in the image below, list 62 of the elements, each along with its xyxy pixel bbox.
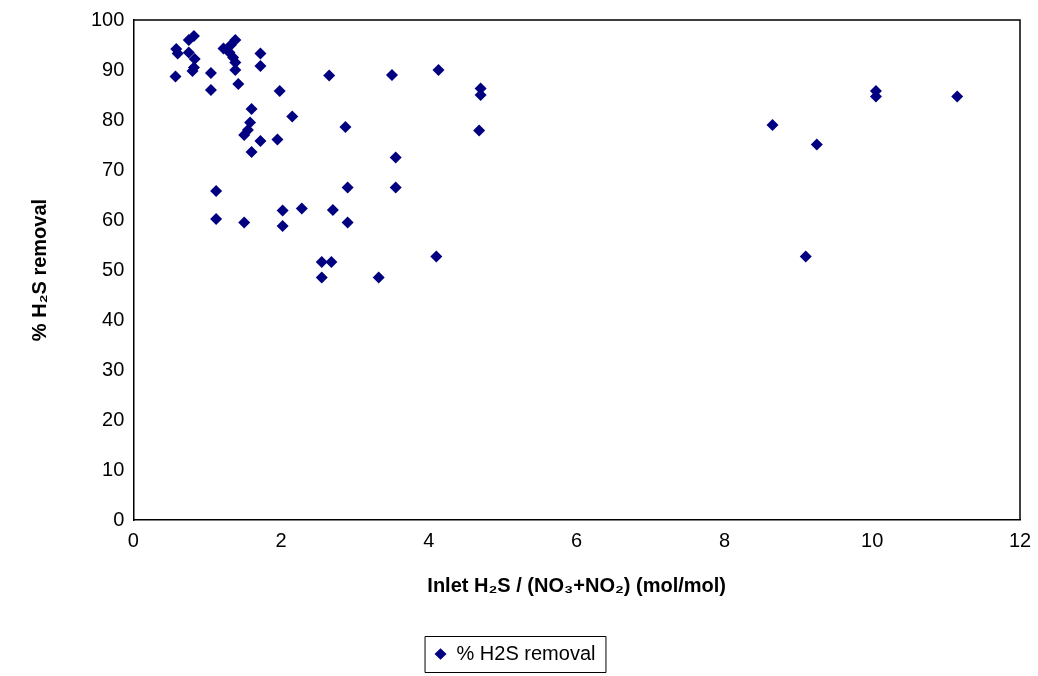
point [204,84,217,96]
y-tick-label: 80 [102,107,125,130]
y-tick-label: 60 [102,207,125,230]
point [273,85,286,97]
point [245,103,258,115]
y-tick-label: 30 [102,357,125,380]
point [341,216,354,229]
x-tick-label: 10 [861,528,884,551]
x-tick-label: 8 [718,528,731,551]
point [210,185,223,197]
x-tick-label: 4 [423,528,435,551]
y-tick-label: 10 [102,457,125,480]
point [430,250,443,263]
point [325,256,338,268]
point [276,220,289,232]
point [204,67,217,79]
point [210,213,223,225]
x-tick-label: 2 [275,528,287,551]
point [432,64,445,76]
y-tick-label: 40 [102,307,125,330]
y-tick-label: 70 [102,157,125,180]
point [810,138,823,151]
point [315,256,328,268]
point [473,124,486,137]
x-tick-label: 6 [571,528,583,551]
point [245,146,258,158]
point [254,60,267,72]
point [169,70,182,83]
point [254,47,267,60]
point [766,119,779,131]
point [232,78,245,90]
point [326,204,339,216]
point [254,135,267,147]
point [323,69,336,82]
point [238,129,251,141]
point [295,202,308,215]
point [315,271,328,284]
point [286,110,299,123]
point [799,250,812,263]
point [276,204,289,217]
legend-label: % H2S removal [456,641,596,664]
x-tick-label: 12 [1008,528,1032,551]
x-axis-title: Inlet H₂S / (NO₃+NO₂) (mol/mol) [427,573,727,596]
point [372,271,385,284]
point [951,90,964,103]
point [188,53,201,65]
point [389,181,402,194]
point [385,69,398,81]
y-tick-label: 20 [102,407,125,430]
y-tick-label: 90 [102,57,125,80]
y-axis-title: % H₂S removal [27,198,50,342]
point [229,34,242,46]
point [271,133,284,146]
point [389,151,402,164]
point [182,46,195,59]
point [339,121,352,133]
y-tick-label: 0 [113,507,125,530]
y-tick-label: 50 [102,257,125,280]
y-tick-label: 100 [90,7,125,30]
point [238,216,251,229]
x-tick-label: 0 [127,528,139,551]
point [341,181,354,194]
